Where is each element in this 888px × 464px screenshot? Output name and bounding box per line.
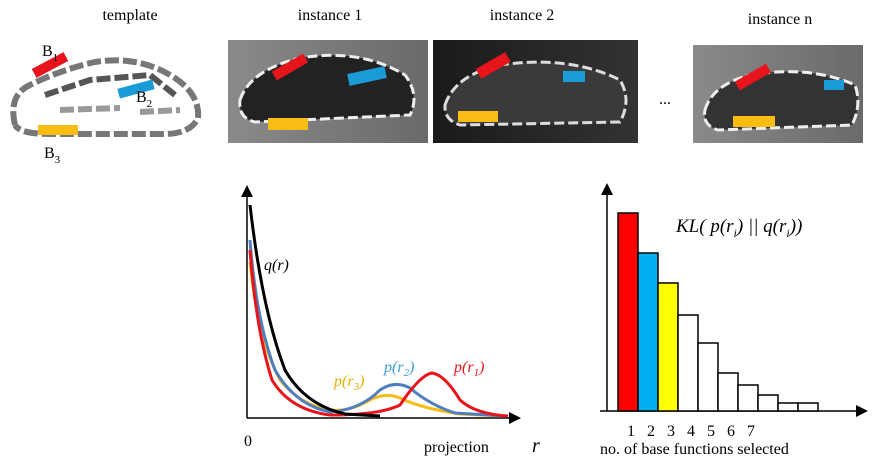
ellipsis: ...: [659, 91, 671, 108]
origin-label: 0: [244, 433, 252, 450]
panel-label: instance 1: [298, 7, 362, 24]
part-label: B3: [44, 145, 61, 166]
chart-title: KL( p(ri) || q(ri)): [675, 216, 802, 240]
curve-label: p(r1): [453, 359, 484, 379]
x-tick-label: 4: [687, 423, 695, 440]
bar: [758, 395, 778, 411]
bar: [738, 385, 758, 411]
bar: [798, 403, 818, 411]
bar: [678, 315, 698, 411]
bar: [638, 253, 658, 411]
x-tick-label: 2: [647, 423, 655, 440]
bar: [658, 283, 678, 411]
x-axis-label: no. of base functions selected: [600, 441, 789, 458]
bar: [698, 343, 718, 411]
part-b3: [733, 116, 775, 127]
panel-label: instance 2: [490, 7, 554, 24]
panel-label: instance n: [748, 11, 812, 28]
panel-label: template: [102, 7, 157, 24]
x-tick-label: 3: [667, 423, 675, 440]
bar: [778, 403, 798, 411]
x-tick-label: 6: [727, 423, 735, 440]
part-b2: [824, 80, 844, 90]
density-axes: [247, 188, 518, 418]
part-b3: [268, 118, 308, 130]
density-curves: [250, 205, 508, 416]
x-tick-label: 1: [627, 423, 635, 440]
x-tick-label: 5: [707, 423, 715, 440]
bar: [618, 213, 638, 411]
part-b3: [458, 111, 498, 122]
x-axis-label: projection: [424, 439, 489, 456]
bar: [718, 373, 738, 411]
part-b3: [38, 125, 78, 135]
curve-label: p(r2): [383, 359, 414, 379]
figure: template instance 1 instance 2 instance …: [0, 0, 888, 464]
curve-label: q(r): [264, 257, 289, 274]
part-b2: [563, 71, 585, 82]
x-axis-symbol: r: [532, 435, 540, 457]
x-tick-label: 7: [747, 423, 755, 440]
curve-label: p(r3): [333, 373, 364, 393]
part-label: B2: [136, 89, 152, 110]
